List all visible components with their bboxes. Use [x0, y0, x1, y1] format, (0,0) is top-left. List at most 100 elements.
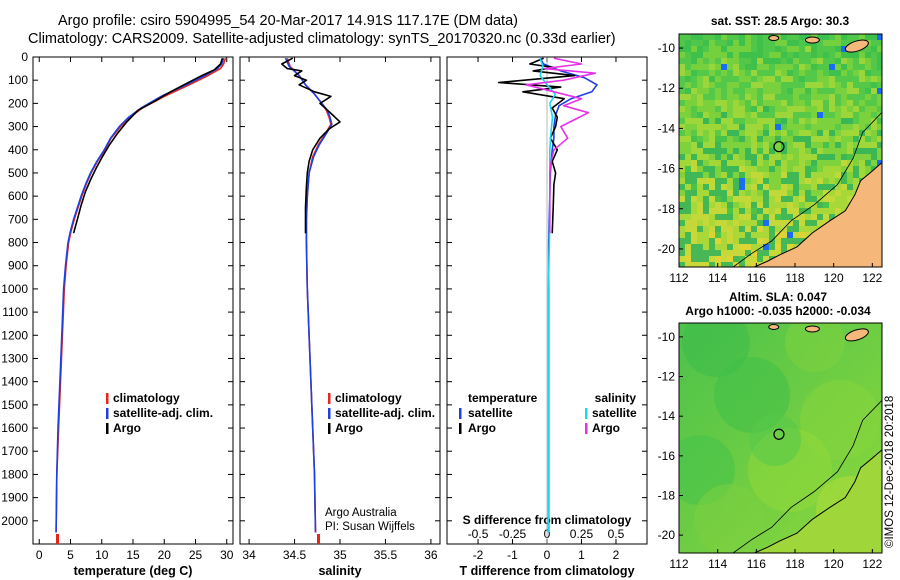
sst-pixel	[769, 208, 775, 214]
sst-pixel	[727, 94, 733, 100]
sst-pixel	[841, 58, 847, 64]
sst-pixel	[715, 106, 721, 112]
sst-pixel	[679, 238, 685, 244]
y-tick-label: -14	[658, 121, 676, 135]
sst-pixel	[787, 244, 793, 250]
sst-pixel	[745, 94, 751, 100]
sst-pixel	[853, 70, 859, 76]
sst-pixel	[703, 226, 709, 232]
sst-pixel	[853, 100, 859, 106]
sst-pixel	[697, 154, 703, 160]
sst-pixel	[799, 136, 805, 142]
sst-pixel	[853, 118, 859, 124]
y-tick-label: -16	[658, 162, 676, 176]
sst-pixel	[757, 196, 763, 202]
sst-pixel	[703, 136, 709, 142]
sst-pixel	[877, 94, 882, 100]
sst-pixel	[841, 112, 847, 118]
series-line	[497, 57, 576, 234]
sst-pixel	[745, 118, 751, 124]
sst-pixel	[805, 124, 811, 130]
sst-pixel	[763, 256, 769, 262]
sst-pixel	[739, 58, 745, 64]
sst-pixel	[697, 202, 703, 208]
sst-pixel	[703, 64, 709, 70]
sst-pixel	[787, 100, 793, 106]
sst-pixel	[733, 220, 739, 226]
sst-pixel	[853, 160, 859, 166]
sst-pixel	[811, 196, 817, 202]
sst-pixel	[835, 130, 841, 136]
sst-pixel	[715, 130, 721, 136]
sst-pixel	[781, 214, 787, 220]
sst-pixel	[865, 64, 871, 70]
sst-pixel	[763, 154, 769, 160]
sst-pixel	[751, 208, 757, 214]
sst-pixel	[787, 154, 793, 160]
sst-pixel	[739, 202, 745, 208]
sst-pixel	[703, 244, 709, 250]
sst-pixel	[793, 136, 799, 142]
sst-pixel	[775, 106, 781, 112]
sst-pixel	[853, 154, 859, 160]
sst-pixel	[733, 244, 739, 250]
sst-pixel	[763, 148, 769, 154]
sst-pixel	[697, 208, 703, 214]
sst-pixel	[835, 166, 841, 172]
sst-pixel	[679, 154, 685, 160]
sst-pixel	[877, 82, 882, 88]
sst-pixel	[805, 172, 811, 178]
sst-pixel	[727, 226, 733, 232]
sla-blob	[800, 380, 880, 460]
sst-pixel	[811, 58, 817, 64]
sst-pixel	[871, 34, 877, 40]
sst-pixel	[745, 100, 751, 106]
y-tick-label: -10	[658, 41, 676, 55]
sst-pixel	[793, 220, 799, 226]
sst-pixel	[721, 250, 727, 256]
sst-pixel	[691, 34, 697, 40]
sst-pixel	[811, 160, 817, 166]
sst-pixel	[835, 178, 841, 184]
sst-pixel	[721, 94, 727, 100]
sst-pixel	[799, 76, 805, 82]
y-tick-label: -14	[658, 409, 676, 423]
sst-pixel	[709, 220, 715, 226]
sst-pixel	[769, 232, 775, 238]
sst-pixel	[781, 106, 787, 112]
sst-pixel	[751, 190, 757, 196]
sst-pixel	[835, 190, 841, 196]
sst-pixel	[871, 76, 877, 82]
sst-pixel	[745, 46, 751, 52]
sst-pixel	[721, 52, 727, 58]
sst-pixel	[799, 100, 805, 106]
sst-pixel	[703, 46, 709, 52]
sst-pixel	[739, 244, 745, 250]
x-tick-label: 36	[424, 548, 438, 562]
sst-pixel	[751, 142, 757, 148]
sst-pixel	[793, 100, 799, 106]
sst-pixel	[733, 238, 739, 244]
sst-pixel	[775, 172, 781, 178]
sst-pixel	[757, 106, 763, 112]
sst-pixel	[739, 172, 745, 178]
sst-pixel	[715, 202, 721, 208]
map-frame	[678, 322, 883, 554]
sst-pixel	[829, 142, 835, 148]
sst-pixel	[781, 166, 787, 172]
sst-pixel	[751, 226, 757, 232]
sst-pixel	[721, 100, 727, 106]
sst-pixel	[805, 118, 811, 124]
sst-pixel	[787, 190, 793, 196]
sst-pixel	[877, 124, 882, 130]
legend-swatch	[106, 393, 109, 404]
sst-pixel	[841, 52, 847, 58]
sst-pixel	[793, 70, 799, 76]
sst-pixel	[781, 64, 787, 70]
x-tick-label: 120	[824, 557, 844, 571]
sst-pixel	[859, 70, 865, 76]
sst-pixel	[679, 172, 685, 178]
sst-pixel	[793, 202, 799, 208]
sst-pixel	[739, 226, 745, 232]
x-axis-label: temperature (deg C)	[74, 564, 193, 578]
